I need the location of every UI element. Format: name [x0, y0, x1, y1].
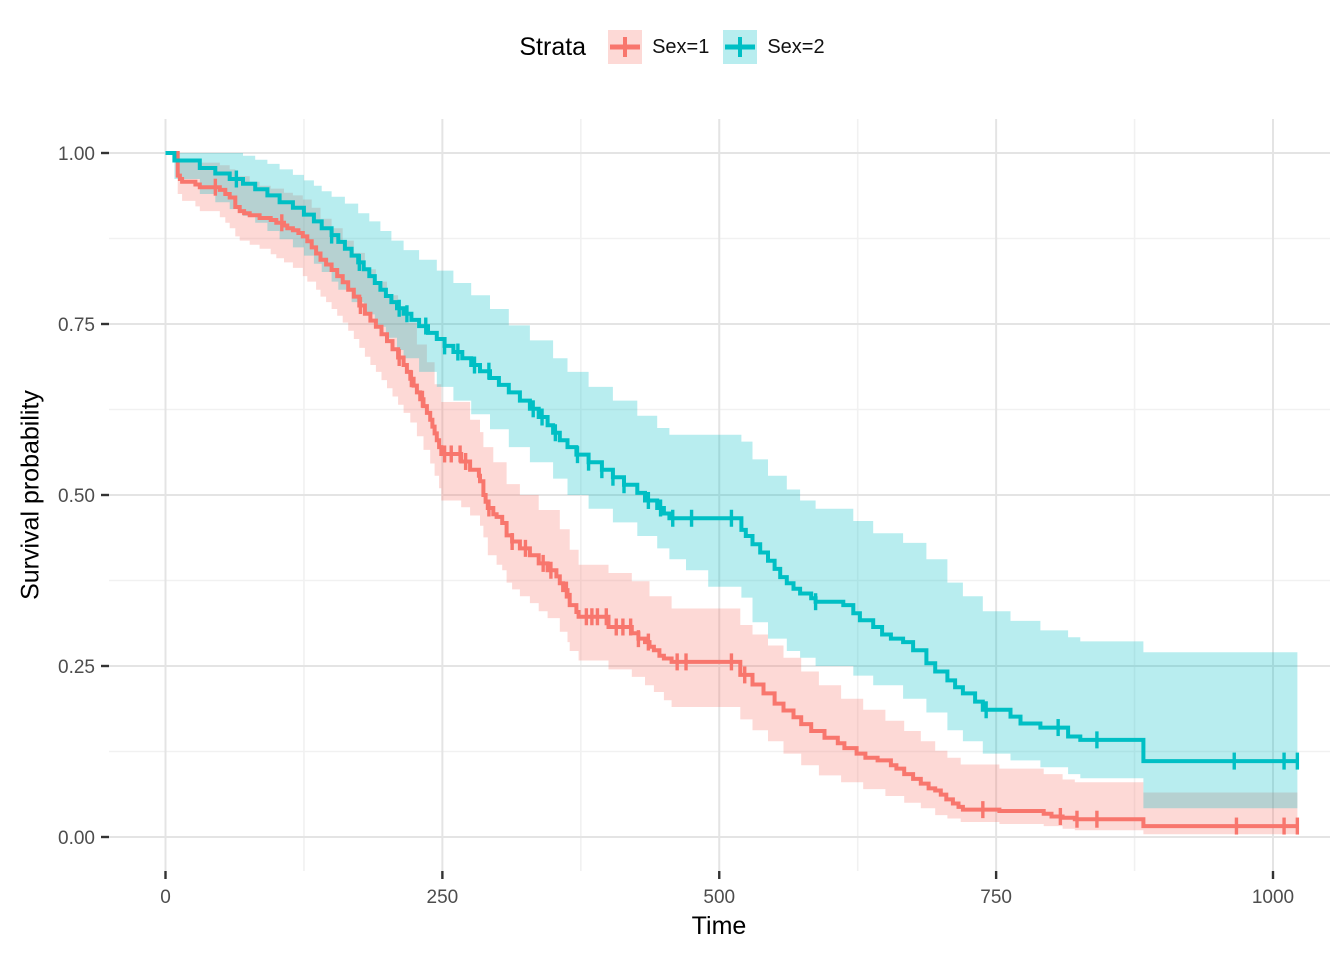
confidence-band-sex2 [165, 153, 1298, 809]
x-tick-label: 250 [427, 887, 459, 908]
x-tick-label: 0 [160, 887, 171, 908]
y-tick-label: 0.25 [58, 657, 95, 678]
x-tick-label: 750 [980, 887, 1012, 908]
legend-label-sex1: Sex=1 [652, 35, 710, 58]
y-tick-label: 0.75 [58, 315, 95, 336]
y-tick-label: 0.00 [58, 828, 95, 849]
legend: Strata Sex=1 Sex=2 [0, 30, 1344, 64]
legend-key-sex1-icon [608, 30, 643, 64]
y-axis-title: Survival probability [16, 390, 45, 600]
x-axis-title: Time [691, 912, 747, 940]
legend-key-sex2-icon [723, 30, 758, 64]
x-tick-label: 500 [703, 887, 735, 908]
legend-item-sex2: Sex=2 [723, 30, 825, 64]
survival-curve-sex1 [165, 151, 1298, 829]
legend-title: Strata [519, 32, 587, 61]
y-tick-label: 0.50 [58, 486, 95, 507]
legend-item-sex1: Sex=1 [608, 30, 709, 64]
legend-label-sex2: Sex=2 [767, 35, 825, 58]
survival-curve-sex2 [165, 151, 1298, 764]
x-tick-label: 1000 [1252, 887, 1294, 908]
y-tick-label: 1.00 [58, 144, 95, 165]
